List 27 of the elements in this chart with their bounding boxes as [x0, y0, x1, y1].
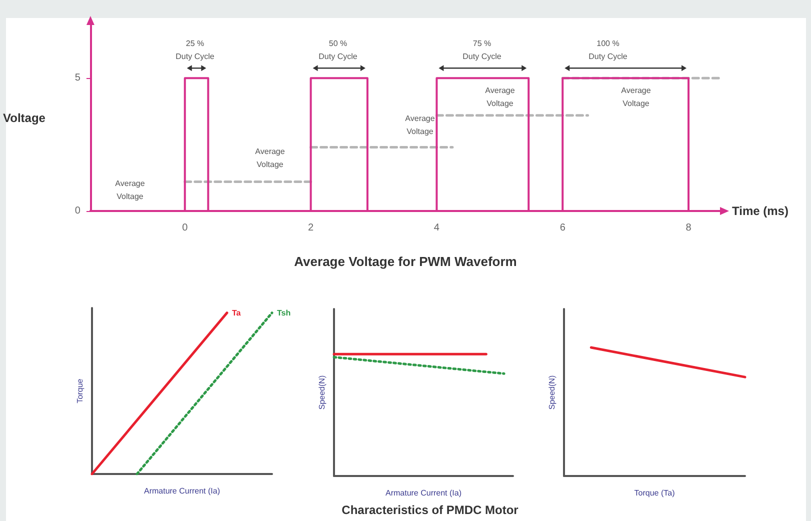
x-tick-label: 4: [434, 222, 440, 234]
x-tick-label: 6: [560, 222, 566, 234]
annotation: 25 % Duty Cycle: [176, 39, 215, 61]
y-axis-title: Speed(N): [548, 375, 556, 410]
annotation: Average Voltage: [621, 86, 652, 108]
x-axis-title: Torque (Ta): [634, 488, 676, 498]
y-axis-title: Speed(N): [318, 375, 326, 410]
text: Characteristics of PMDC Motor: [342, 503, 519, 517]
x-axis-title: Armature Current (Ia): [385, 488, 462, 498]
x-axis-title: Time (ms): [732, 204, 788, 218]
annotation: 75 % Duty Cycle: [462, 39, 502, 61]
annotation: Average Voltage: [255, 147, 286, 169]
series-label: Tsh: [277, 308, 291, 318]
annotation: Average Voltage: [485, 86, 516, 108]
y-tick-label: 5: [74, 72, 81, 84]
annotation: 50 % Duty Cycle: [318, 39, 358, 61]
series-label: Ta: [232, 308, 242, 318]
y-axis-title: Torque: [76, 378, 84, 404]
x-tick-label: 8: [686, 222, 692, 234]
annotation: Average Voltage: [115, 179, 146, 201]
x-tick-label: 2: [308, 222, 314, 234]
x-axis-title: Armature Current (Ia): [144, 486, 220, 496]
x-tick-label: 0: [182, 222, 188, 234]
text: Average Voltage for PWM Waveform: [294, 254, 517, 269]
annotation: 100 % Duty Cycle: [588, 39, 628, 61]
annotation: Average Voltage: [405, 114, 436, 136]
y-axis-title: Voltage: [3, 111, 46, 125]
